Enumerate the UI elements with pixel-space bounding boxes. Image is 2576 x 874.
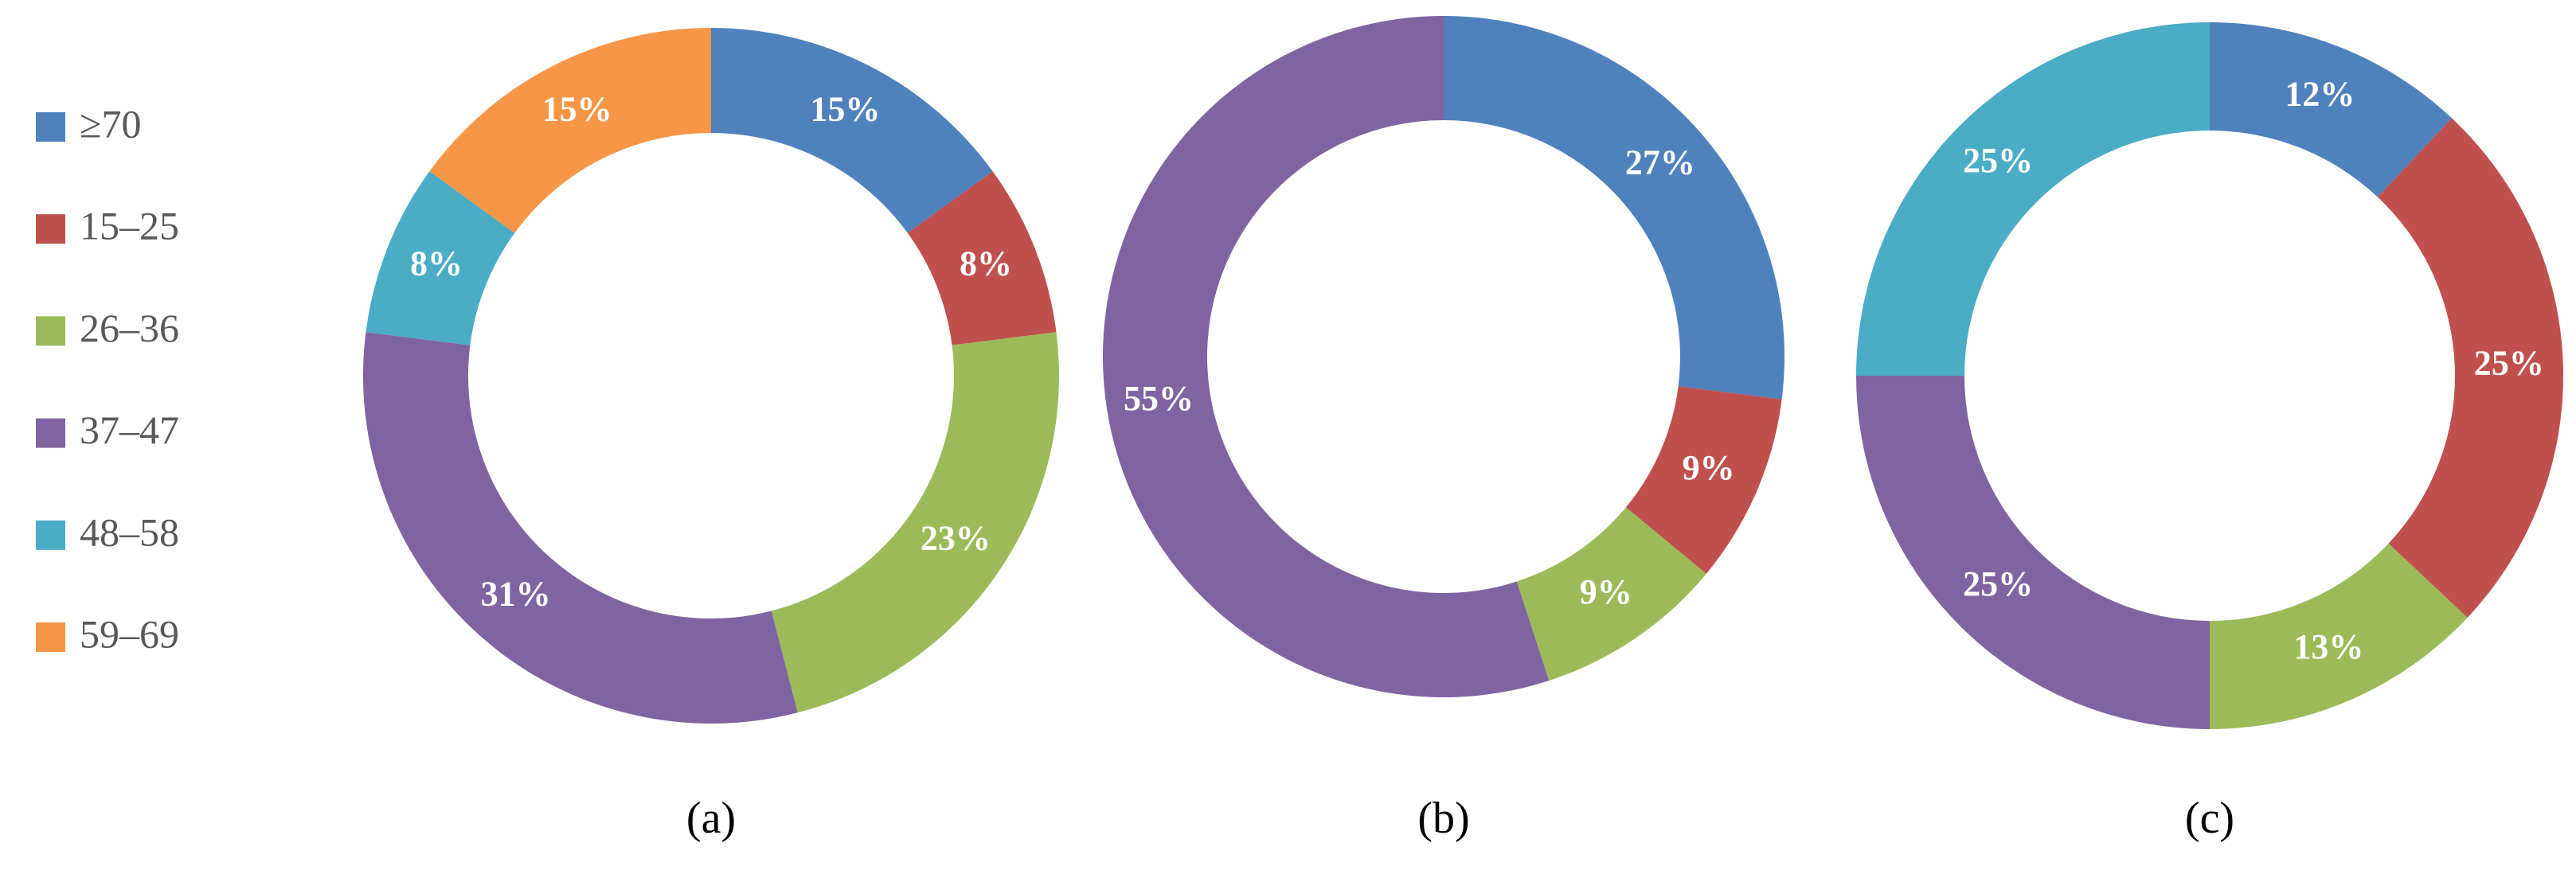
data-label: 8% [410,244,463,283]
donut-segment [1625,386,1782,574]
legend-label: 37–47 [80,408,179,452]
caption: (b) [1417,794,1469,843]
donut-segment [1102,16,1550,697]
legend-swatch [36,214,65,244]
data-label: 25% [1963,141,2033,180]
donut-segment [1444,16,1784,400]
donut-segment [2210,543,2468,729]
legend-label: ≥70 [80,101,141,146]
legend-swatch [36,622,65,652]
data-label: 23% [921,519,991,558]
data-label: 27% [1625,142,1695,181]
data-label: 12% [2285,74,2355,113]
legend-swatch [36,112,65,142]
data-label: 9% [1580,572,1632,611]
legend-swatch [36,316,65,346]
data-label: 15% [810,90,880,129]
data-label: 9% [1683,448,1735,487]
data-label: 15% [542,90,612,129]
donut-segment [711,28,993,233]
data-label: 8% [960,244,1012,283]
donut-segment [2377,118,2563,618]
data-label: 25% [1963,564,2033,603]
donut-segment [365,171,515,345]
legend-label: 59–69 [80,611,179,656]
caption: (c) [2185,794,2234,843]
legend-swatch [36,418,65,448]
donut-segment [362,332,798,724]
donut-segment [2210,22,2452,197]
donut-segment [1856,22,2210,376]
donut-segment [1856,376,2210,729]
data-label: 55% [1124,379,1194,418]
donut-segment [429,28,711,233]
caption: (a) [686,794,736,843]
donut-segment [771,332,1059,713]
legend-label: 26–36 [80,306,179,350]
legend-label: 48–58 [80,509,179,554]
data-label: 25% [2474,343,2544,382]
data-label: 31% [481,574,551,613]
donut-segment [1516,507,1706,681]
donut-segment [907,171,1057,345]
legend-swatch [36,520,65,550]
data-label: 13% [2293,627,2363,666]
legend-label: 15–25 [80,204,179,248]
